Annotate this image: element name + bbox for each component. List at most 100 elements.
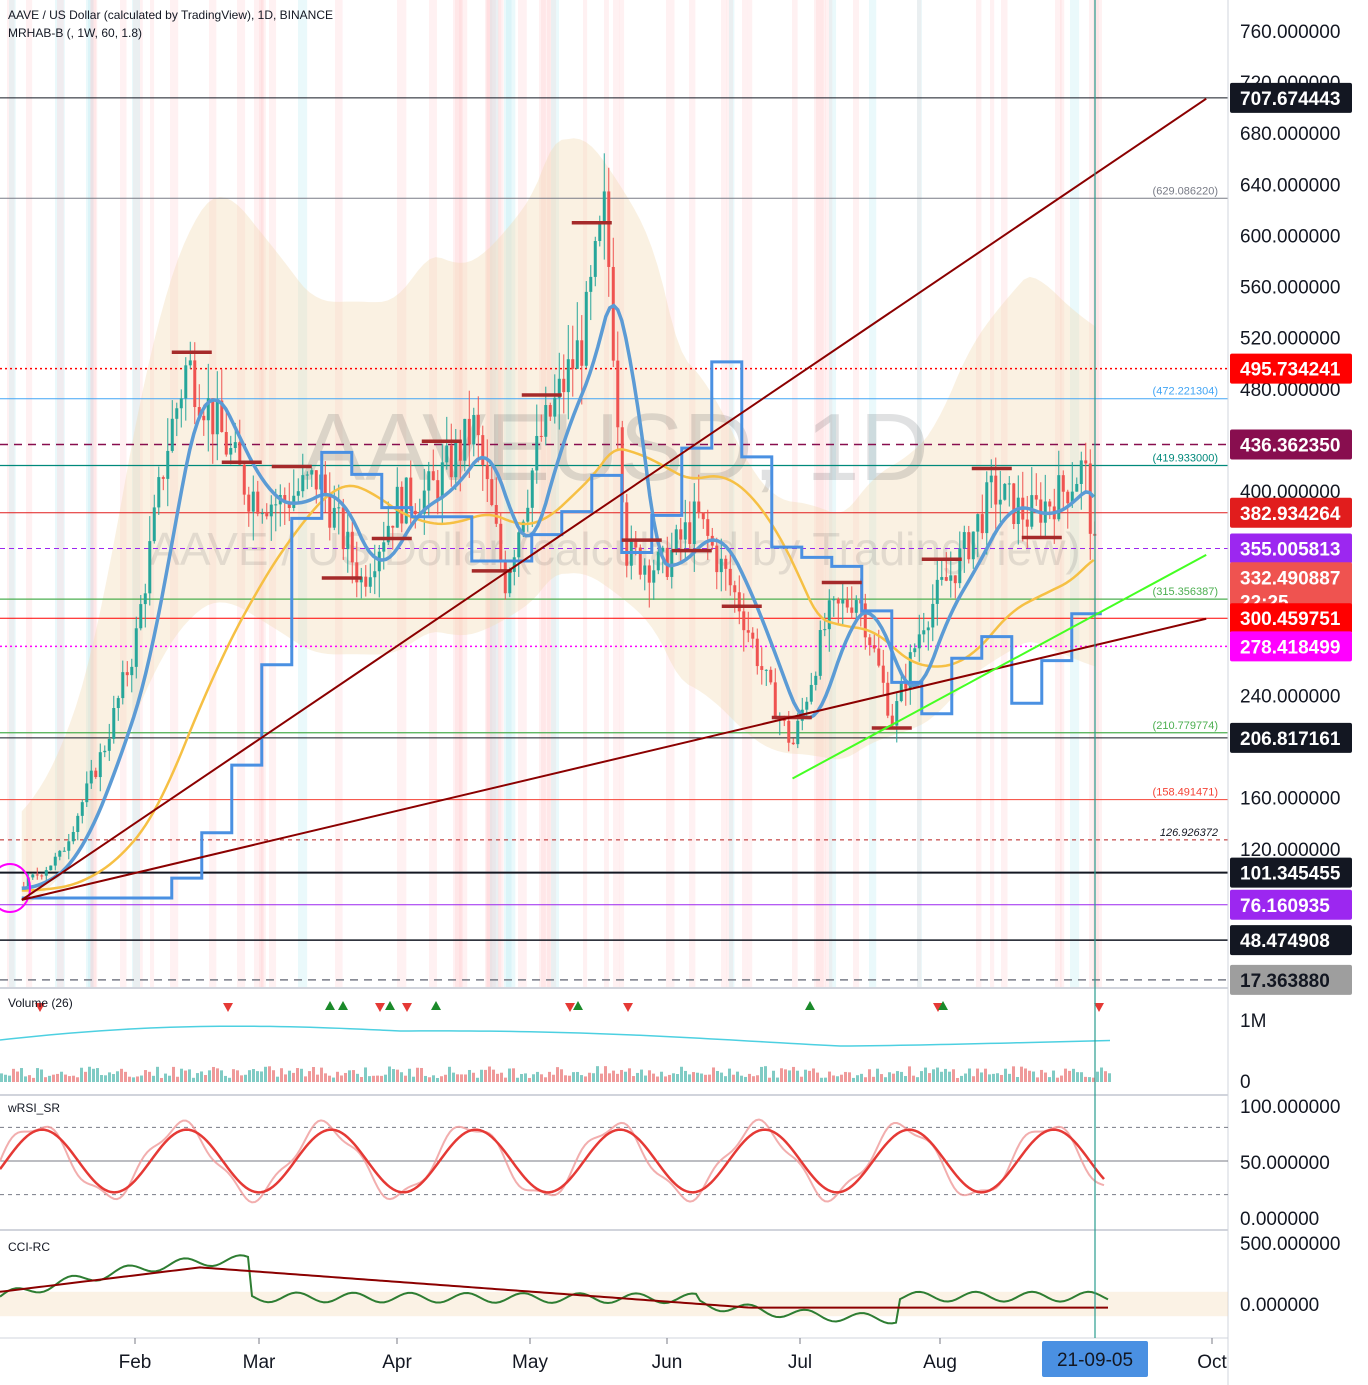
candle-body (935, 579, 939, 604)
volume-bar (824, 1077, 827, 1082)
price-tag: 278.418499 (1230, 631, 1352, 662)
volume-bar (100, 1075, 103, 1082)
volume-bar (920, 1071, 923, 1082)
trendline (21, 617, 1207, 901)
rsi-tick: 100.000000 (1240, 1097, 1340, 1118)
candle-body (922, 630, 926, 635)
candle-body (44, 870, 48, 876)
candle-body (1079, 460, 1083, 484)
step-trend-line (21, 360, 1102, 900)
volume-bar (784, 1069, 787, 1082)
price-axis[interactable]: 760.000000720.000000680.000000640.000000… (1240, 22, 1340, 861)
volume-bar (660, 1071, 663, 1082)
month-label: Apr (382, 1352, 412, 1373)
price-tag-bg (1230, 889, 1352, 920)
candle-body (499, 523, 503, 560)
volume-bar (456, 1074, 459, 1082)
volume-bar (500, 1072, 503, 1082)
volume-bar (460, 1074, 463, 1082)
volume-bar (576, 1071, 579, 1082)
volume-bar (312, 1067, 315, 1082)
volume-bar (64, 1074, 67, 1082)
volume-bar (692, 1072, 695, 1082)
candle-body (458, 440, 462, 461)
volume-bar (432, 1075, 435, 1082)
candle-body (301, 475, 305, 492)
candle-body (688, 522, 692, 544)
volume-bar (712, 1067, 715, 1082)
candle-body (620, 427, 624, 503)
volume-bar (444, 1074, 447, 1082)
highlight-stripe (814, 0, 824, 988)
volume-bar (796, 1070, 799, 1082)
candle-body (674, 529, 678, 550)
volume-bar (448, 1066, 451, 1082)
highlight-stripe (459, 0, 468, 988)
volume-bar (948, 1071, 951, 1082)
volume-bar (752, 1076, 755, 1082)
volume-bar (176, 1076, 179, 1082)
candle-body (188, 360, 192, 366)
volume-bar (388, 1066, 391, 1082)
highlight-stripe (429, 0, 437, 988)
volume-bar (1088, 1077, 1091, 1082)
price-tag: 436.362350 (1230, 429, 1352, 460)
highlight-stripe (497, 0, 502, 988)
volume-bar (1040, 1069, 1043, 1082)
candle-body (728, 568, 732, 586)
candle-body (445, 445, 449, 463)
volume-bar (636, 1072, 639, 1082)
volume-bar (588, 1072, 591, 1082)
bollinger-cloud (21, 138, 1096, 908)
candle-body (931, 603, 935, 628)
volume-bar (688, 1074, 691, 1082)
volume-bar (696, 1072, 699, 1082)
volume-bar (292, 1072, 295, 1082)
candle-body (494, 505, 498, 524)
volume-bar (404, 1075, 407, 1082)
highlight-stripe (133, 0, 143, 988)
highlight-stripe (1060, 0, 1065, 988)
volume-bar (88, 1066, 91, 1082)
volume-signal-marker (325, 1001, 335, 1010)
volume-bar (864, 1077, 867, 1082)
highlight-stripe (869, 0, 877, 988)
volume-bar (964, 1073, 967, 1082)
volume-signal-marker (35, 1003, 45, 1012)
price-tag-label: 17.363880 (1240, 971, 1330, 992)
candle-body (638, 547, 642, 575)
volume-bar (592, 1073, 595, 1082)
highlight-stripe (666, 0, 675, 988)
candle-body (611, 266, 615, 361)
candle-body (116, 698, 120, 709)
candle-body (962, 532, 966, 549)
candle-body (634, 540, 638, 548)
candle-body (251, 491, 255, 512)
volume-bar (104, 1075, 107, 1082)
price-tag: 48.474908 (1230, 925, 1352, 956)
highlight-stripe (91, 0, 97, 988)
volume-bar (804, 1069, 807, 1082)
candle-body (980, 514, 984, 534)
volume-bar (464, 1074, 467, 1082)
volume-signal-marker (805, 1001, 815, 1010)
volume-bar (568, 1075, 571, 1082)
volume-bar (360, 1077, 363, 1082)
volume-bar (332, 1077, 335, 1082)
time-axis[interactable]: Feb Mar Apr May Jun Jul Aug Oct 21-09-05 (119, 1338, 1228, 1377)
candle-body (715, 545, 719, 573)
volume-bar (888, 1072, 891, 1082)
candle-body (535, 435, 539, 471)
volume-signal-marker (338, 1001, 348, 1010)
candle-body (890, 715, 894, 726)
month-label: Jun (652, 1352, 683, 1373)
candle-body (719, 558, 723, 573)
volume-bar (496, 1073, 499, 1082)
volume-bar (672, 1073, 675, 1082)
volume-bar (1008, 1073, 1011, 1082)
price-tag-bg (1230, 353, 1352, 384)
volume-bar (652, 1073, 655, 1082)
volume-signal-marker (385, 1001, 395, 1010)
volume-bar (216, 1068, 219, 1082)
